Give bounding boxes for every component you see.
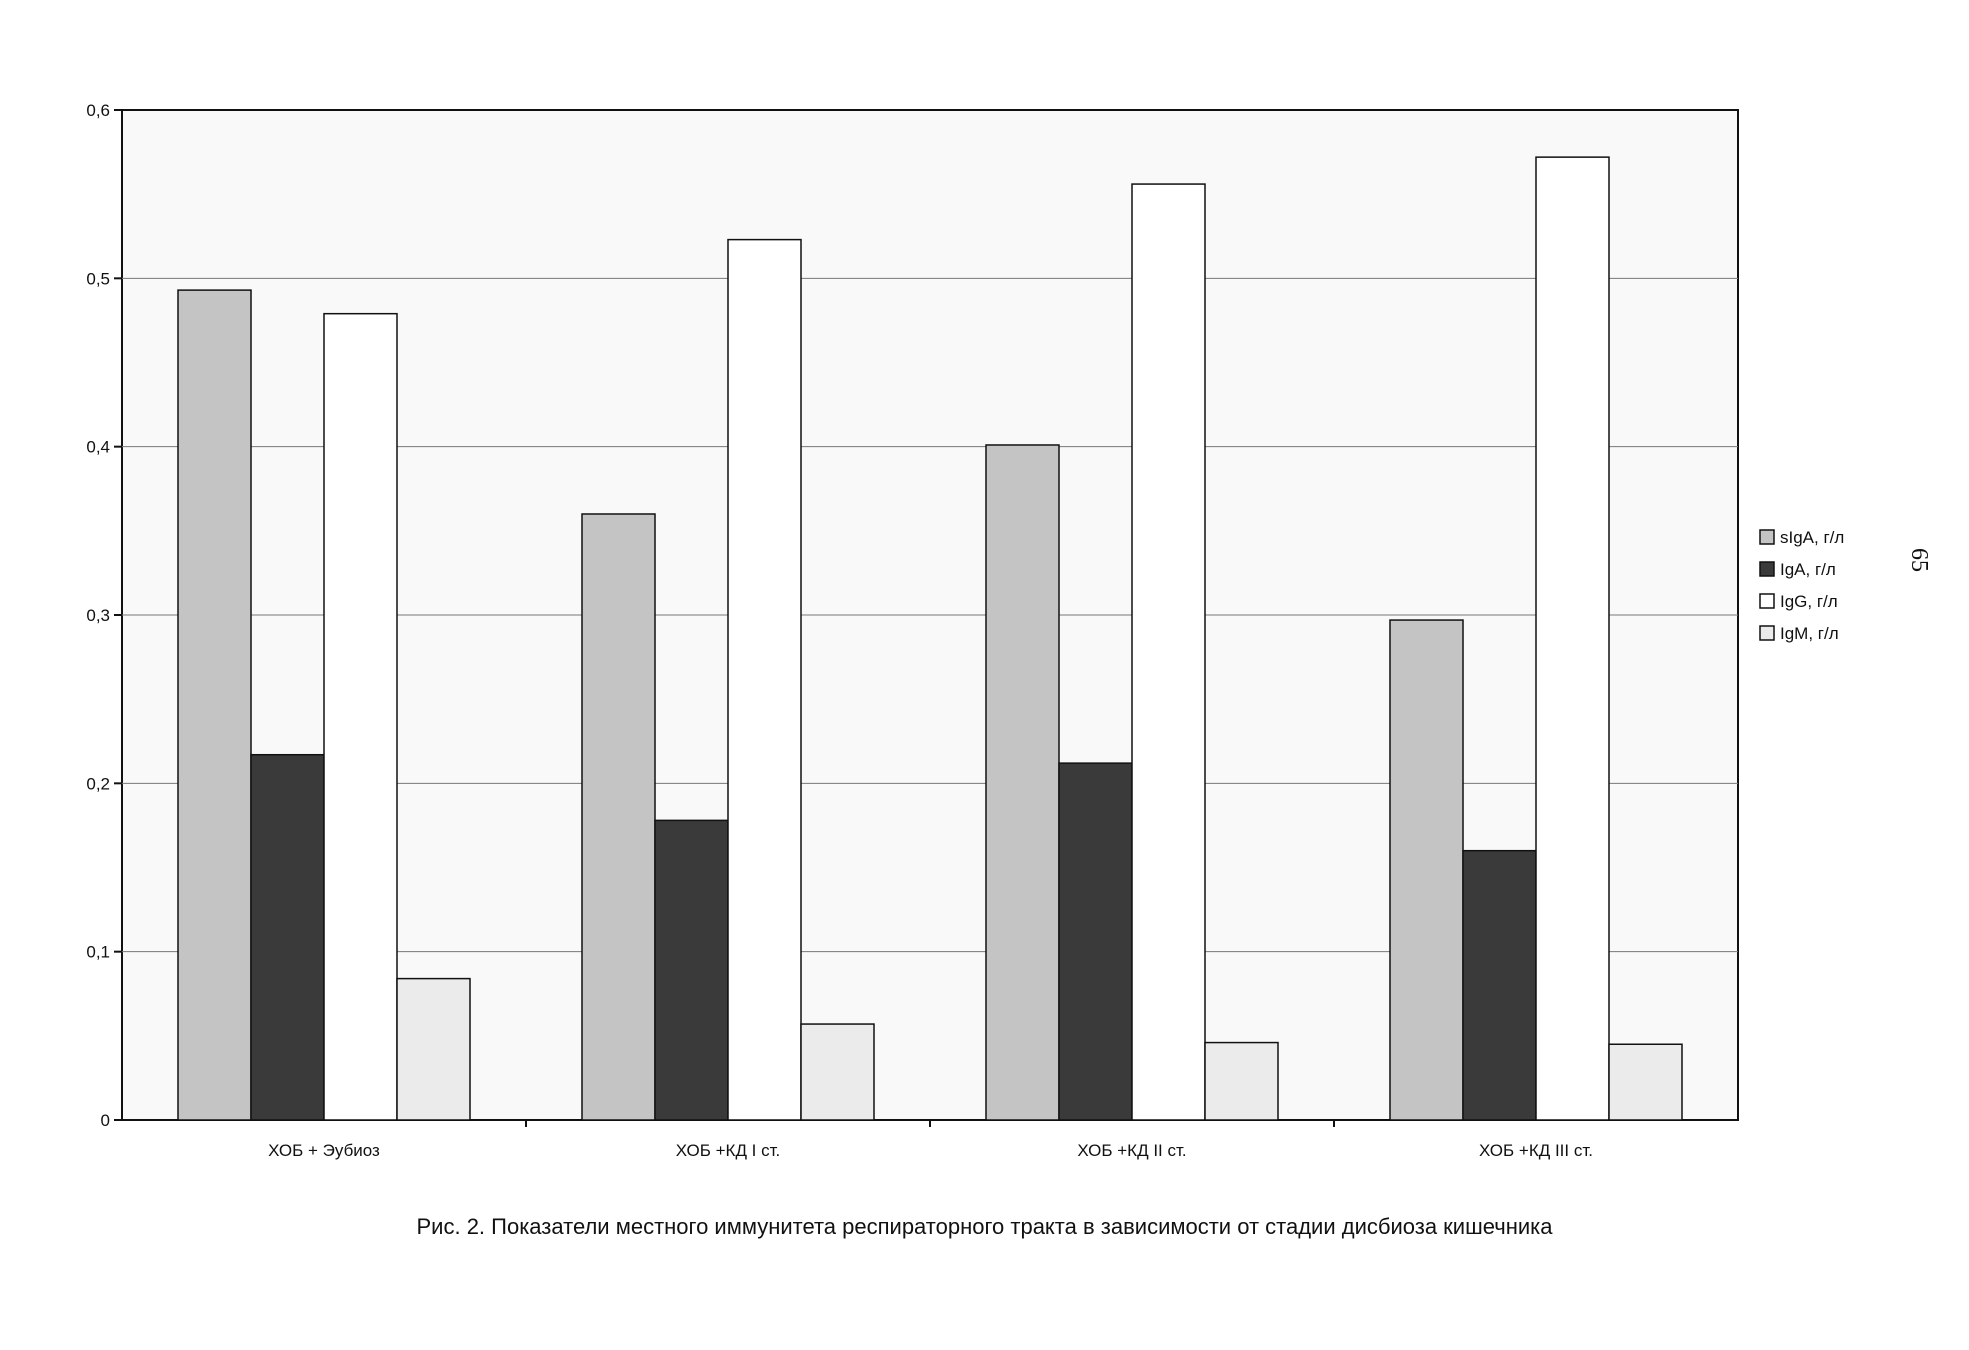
bar <box>323 312 398 1121</box>
bar <box>1131 183 1206 1121</box>
bars <box>177 156 1683 1121</box>
y-tick-label: 0 <box>101 1111 110 1130</box>
y-tick-label: 0,1 <box>86 943 110 962</box>
bar <box>1389 619 1464 1121</box>
y-tick-label: 0,2 <box>86 774 110 793</box>
y-tick-label: 0,3 <box>86 606 110 625</box>
y-tick-label: 0,5 <box>86 269 110 288</box>
legend-label: IgG, г/л <box>1780 592 1838 611</box>
y-axis-ticks: 0 0,1 0,2 0,3 0,4 0,5 0,6 <box>86 101 122 1130</box>
bar <box>800 1023 875 1121</box>
bar <box>985 444 1060 1121</box>
legend-swatch <box>1759 561 1775 577</box>
y-tick-label: 0,6 <box>86 101 110 120</box>
page-number: 65 <box>1906 548 1932 572</box>
bar <box>1204 1041 1279 1121</box>
x-category-label: ХОБ + Эубиоз <box>268 1141 380 1160</box>
y-tick-label: 0,4 <box>86 438 110 457</box>
bar <box>654 819 729 1121</box>
bar <box>727 238 802 1121</box>
legend-swatch <box>1759 625 1775 641</box>
x-axis-categories: ХОБ + Эубиоз ХОБ +КД I ст. ХОБ +КД II ст. Х… <box>268 1120 1593 1160</box>
bar <box>250 753 325 1121</box>
bar <box>1058 762 1133 1121</box>
x-category-label: ХОБ +КД I ст. <box>676 1141 781 1160</box>
legend-label: sIgA, г/л <box>1780 528 1844 547</box>
x-category-label: ХОБ +КД III ст. <box>1479 1141 1593 1160</box>
legend-swatch <box>1759 529 1775 545</box>
legend: sIgA, г/л IgA, г/л IgG, г/л IgM, г/л <box>1759 528 1844 643</box>
bar <box>581 513 656 1121</box>
figure-caption: Рис. 2. Показатели местного иммунитета р… <box>416 1214 1553 1239</box>
x-category-label: ХОБ +КД II ст. <box>1077 1141 1186 1160</box>
bar <box>1535 156 1610 1121</box>
bar <box>1608 1043 1683 1121</box>
legend-label: IgA, г/л <box>1780 560 1836 579</box>
bar <box>396 977 471 1121</box>
bar <box>177 289 252 1121</box>
bar <box>1462 849 1537 1121</box>
legend-label: IgM, г/л <box>1780 624 1839 643</box>
legend-swatch <box>1759 593 1775 609</box>
